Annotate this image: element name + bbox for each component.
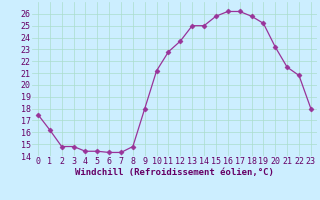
X-axis label: Windchill (Refroidissement éolien,°C): Windchill (Refroidissement éolien,°C) (75, 168, 274, 177)
